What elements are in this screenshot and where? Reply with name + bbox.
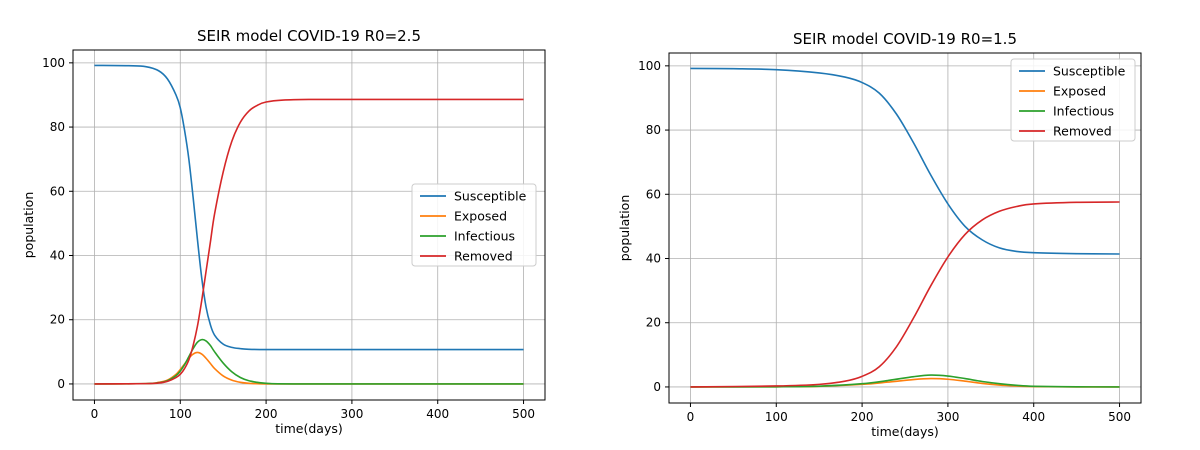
- chart-2: 0 100 200 300 400 500 0 20 40 60 80 100 SEIR model C…: [617, 30, 1142, 439]
- legend-label-infectious: Infectious: [1053, 104, 1114, 119]
- y-tick-label: 40: [50, 249, 65, 263]
- y-axis-label: population: [21, 192, 36, 259]
- x-tick-label: 0: [91, 407, 99, 421]
- y-axis-label: population: [617, 195, 632, 262]
- y-tick-label: 80: [646, 123, 661, 137]
- x-tick-label: 100: [169, 407, 192, 421]
- y-tick-label: 60: [646, 187, 661, 201]
- x-axis-label: time(days): [275, 421, 343, 436]
- y-tick-label: 0: [57, 377, 65, 391]
- series-line-susceptible: [690, 67, 1120, 255]
- axes-frame: [668, 52, 1142, 404]
- chart-1: 0 100 200 300 400 500 0 20 40 60 80 100 SEIR model C…: [21, 27, 546, 436]
- x-tick-label: 0: [687, 410, 695, 424]
- legend: Susceptible Exposed Infectious Removed: [411, 183, 537, 267]
- y-tick-label: 100: [638, 59, 661, 73]
- y-tick-label: 40: [646, 252, 661, 266]
- x-tick-label: 400: [426, 407, 449, 421]
- legend-label-removed: Removed: [454, 249, 513, 264]
- x-axis-label: time(days): [871, 424, 939, 439]
- y-tick-label: 100: [42, 56, 65, 70]
- legend-label-susceptible: Susceptible: [1053, 64, 1126, 79]
- series-line-infectious: [94, 338, 524, 385]
- legend-label-infectious: Infectious: [454, 229, 515, 244]
- chart-title: SEIR model COVID-19 R0=1.5: [793, 30, 1017, 48]
- x-tick-label: 300: [936, 410, 959, 424]
- x-tick-label: 200: [851, 410, 874, 424]
- series-line-infectious: [690, 374, 1120, 388]
- series-line-removed: [690, 201, 1120, 388]
- x-tick-label: 500: [512, 407, 535, 421]
- y-tick-label: 80: [50, 120, 65, 134]
- x-tick-label: 300: [340, 407, 363, 421]
- y-tick-label: 0: [653, 380, 661, 394]
- x-tick-label: 400: [1022, 410, 1045, 424]
- series-line-susceptible: [94, 64, 524, 351]
- axes-frame: [72, 49, 546, 401]
- legend-label-susceptible: Susceptible: [454, 189, 527, 204]
- legend-label-removed: Removed: [1053, 124, 1112, 139]
- x-tick-label: 100: [765, 410, 788, 424]
- y-tick-label: 20: [646, 316, 661, 330]
- y-tick-label: 20: [50, 313, 65, 327]
- legend-label-exposed: Exposed: [454, 209, 507, 224]
- chart-title: SEIR model COVID-19 R0=2.5: [197, 27, 421, 45]
- legend-label-exposed: Exposed: [1053, 84, 1106, 99]
- legend-box: [1010, 58, 1136, 142]
- y-tick-label: 60: [50, 184, 65, 198]
- legend-box: [411, 183, 537, 267]
- series-line-exposed: [94, 351, 524, 385]
- series-line-removed: [94, 98, 524, 385]
- x-tick-label: 200: [255, 407, 278, 421]
- x-tick-label: 500: [1108, 410, 1131, 424]
- legend: Susceptible Exposed Infectious Removed: [1010, 58, 1136, 142]
